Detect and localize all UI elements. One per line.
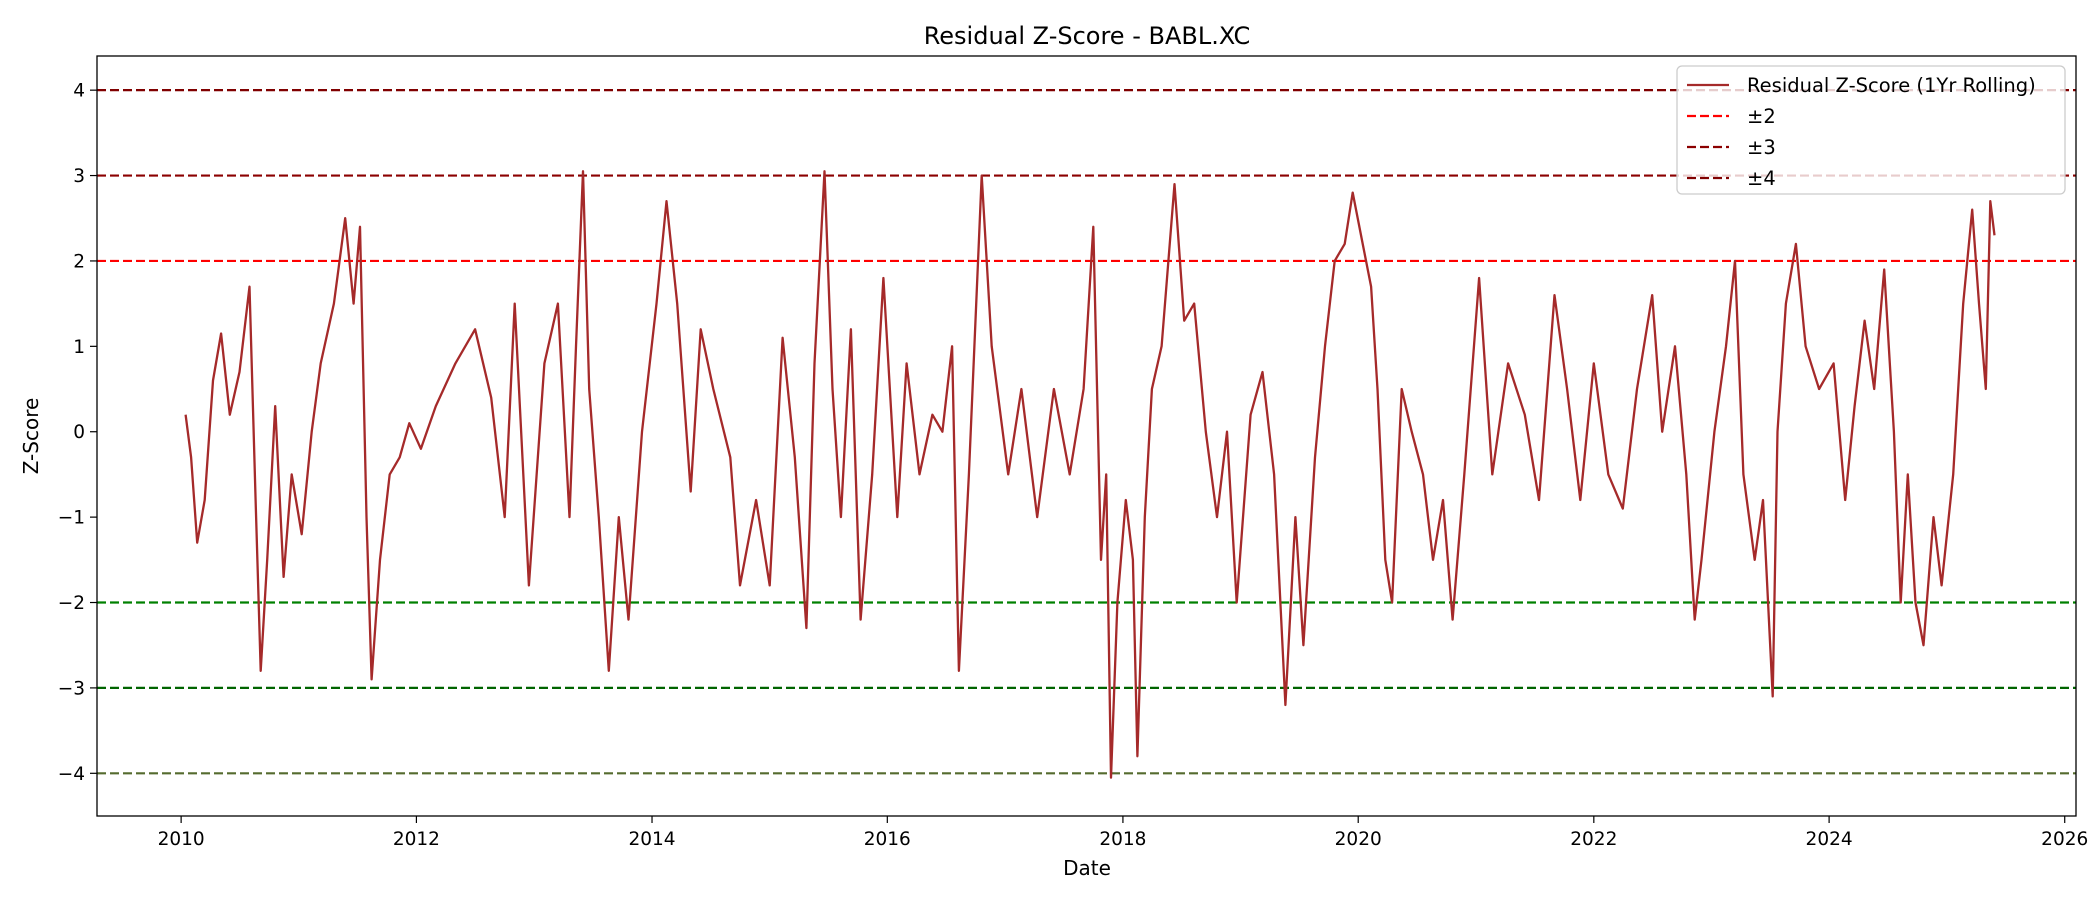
x-tick-label: 2020 [1335, 829, 1382, 850]
y-tick-label: −1 [58, 508, 85, 529]
y-tick-label: 2 [73, 251, 85, 272]
x-axis: 2010 2012 2014 2016 2018 2020 2022 2024 2026 [158, 816, 2088, 850]
legend-label: ±2 [1747, 105, 1776, 128]
legend: Residual Z-Score (1Yr Rolling) ±2 ±3 ±4 [1676, 65, 2066, 195]
y-tick-label: −4 [58, 764, 85, 785]
x-tick-label: 2026 [2041, 829, 2088, 850]
legend-box [1676, 65, 2066, 195]
chart-title: Residual Z-Score - BABL.XC [924, 22, 1251, 50]
y-axis: −4 −3 −2 −1 0 1 2 3 4 [58, 81, 97, 785]
x-axis-label: Date [1063, 856, 1111, 880]
plot-frame [96, 55, 2077, 817]
legend-label: ±4 [1747, 167, 1776, 190]
y-axis-label: Z-Score [19, 398, 43, 475]
y-tick-label: 3 [73, 166, 85, 187]
y-tick-label: 1 [73, 337, 85, 358]
x-tick-label: 2022 [1570, 829, 1617, 850]
legend-label: Residual Z-Score (1Yr Rolling) [1747, 74, 2036, 97]
series-line-group [184, 170, 1996, 779]
zscore-series-line [184, 170, 1996, 779]
legend-label: ±3 [1747, 136, 1776, 159]
y-tick-label: 0 [73, 422, 85, 443]
x-tick-label: 2012 [393, 829, 440, 850]
y-tick-label: −2 [58, 593, 85, 614]
x-tick-label: 2018 [1099, 829, 1146, 850]
x-tick-label: 2014 [628, 829, 675, 850]
x-tick-label: 2016 [864, 829, 911, 850]
y-tick-label: 4 [73, 81, 85, 102]
y-tick-label: −3 [58, 678, 85, 699]
x-tick-label: 2024 [1806, 829, 1853, 850]
x-tick-label: 2010 [158, 829, 205, 850]
threshold-lines [97, 89, 2076, 775]
